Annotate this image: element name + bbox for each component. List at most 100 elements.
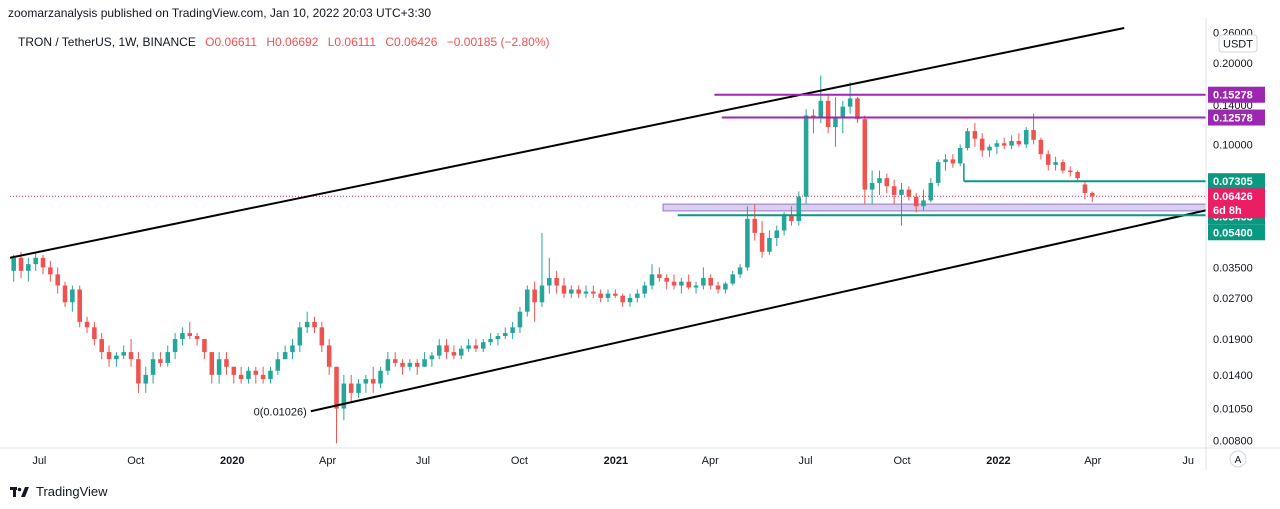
candle-body xyxy=(480,342,486,349)
candle-body xyxy=(1001,143,1007,146)
price-tick-label: 0.00800 xyxy=(1213,435,1253,447)
candle xyxy=(635,289,640,303)
footer: TradingView xyxy=(10,484,108,499)
candle-body xyxy=(1053,162,1058,165)
candle-body xyxy=(275,359,281,371)
candle-body xyxy=(987,146,992,151)
candle-body xyxy=(297,327,303,346)
candle-body xyxy=(1023,130,1029,145)
candle-body xyxy=(561,285,567,294)
price-chart[interactable]: 0(0.01026) 0.260000.200000.140000.100000… xyxy=(0,0,1280,480)
candle xyxy=(194,333,200,346)
candle xyxy=(290,339,295,360)
candle-body xyxy=(150,359,156,375)
candle-body xyxy=(994,143,1000,147)
level-badge: 0.07305 xyxy=(1208,173,1265,190)
candle xyxy=(312,316,317,334)
candle-body xyxy=(928,182,934,201)
candle-body xyxy=(620,295,625,303)
candle-body xyxy=(458,348,464,356)
candle-body xyxy=(715,285,721,290)
candle xyxy=(224,352,229,375)
candle-body xyxy=(884,178,890,187)
candle xyxy=(891,179,897,205)
currency-label: USDT xyxy=(1223,39,1253,51)
candle-body xyxy=(664,277,669,282)
candle-body xyxy=(26,264,31,271)
time-tick-label: 2020 xyxy=(220,455,244,467)
candle-body xyxy=(752,218,758,233)
symbol-name: TRON / TetherUS, 1W, BINANCE xyxy=(18,35,196,49)
candle-body xyxy=(356,383,361,393)
currency-badge[interactable]: USDT xyxy=(1218,34,1258,53)
candle xyxy=(1082,182,1088,200)
low-annotation: 0(0.01026) xyxy=(254,406,307,418)
time-tick-label: 2021 xyxy=(604,455,628,467)
candle xyxy=(488,333,493,346)
candle xyxy=(495,333,501,346)
candle xyxy=(1060,159,1066,174)
candle-body xyxy=(48,267,53,275)
candle xyxy=(1053,156,1058,171)
candle-body xyxy=(1009,140,1014,146)
candle-body xyxy=(444,345,449,353)
candle xyxy=(466,339,471,353)
candle xyxy=(561,277,567,298)
candle-body xyxy=(789,214,794,222)
candle xyxy=(260,366,266,384)
candle xyxy=(701,267,706,290)
level-badge-label: 0.07305 xyxy=(1213,176,1253,188)
current-price-bg xyxy=(1208,188,1265,219)
candle xyxy=(818,75,824,124)
level-badge: 0.15278 xyxy=(1208,86,1265,103)
candle-body xyxy=(1075,172,1080,179)
ohlc-low: L0.06111 xyxy=(328,35,377,49)
candle-body xyxy=(282,352,288,360)
candle xyxy=(833,96,838,147)
level-badge-label: 0.12578 xyxy=(1213,113,1253,125)
candle-body xyxy=(55,274,60,286)
candle-body xyxy=(693,285,699,288)
candle xyxy=(620,293,625,307)
candle xyxy=(136,352,141,393)
candle-body xyxy=(1067,170,1073,173)
candle-body xyxy=(1038,139,1044,155)
candle-body xyxy=(400,362,405,367)
candle xyxy=(950,154,956,168)
candle xyxy=(679,277,684,294)
candle-body xyxy=(319,327,325,346)
candle xyxy=(458,345,464,360)
candle xyxy=(796,191,802,226)
candle-body xyxy=(899,189,904,195)
candle xyxy=(348,374,354,404)
time-tick-label: 2022 xyxy=(986,455,1010,467)
candle-body xyxy=(627,297,633,303)
candle xyxy=(752,204,758,241)
candle xyxy=(664,274,669,290)
candle xyxy=(972,123,978,147)
auto-scale-button[interactable]: A xyxy=(1229,450,1247,468)
candle-body xyxy=(796,196,802,222)
candle-body xyxy=(591,291,596,294)
candle xyxy=(935,159,941,187)
candle-body xyxy=(569,289,574,294)
candle xyxy=(304,311,310,334)
candle-body xyxy=(913,196,919,207)
candle xyxy=(1001,137,1007,150)
candle-body xyxy=(847,98,853,107)
time-tick-label: Apr xyxy=(702,455,719,467)
candle xyxy=(965,128,970,151)
candle-body xyxy=(1082,184,1088,193)
candle-body xyxy=(840,106,846,119)
candle xyxy=(1023,127,1029,148)
level-badge: 0.12578 xyxy=(1208,109,1265,126)
candle xyxy=(216,352,222,384)
candle xyxy=(576,285,581,298)
countdown-label: 6d 8h xyxy=(1213,205,1242,217)
candle-body xyxy=(1060,162,1066,171)
candle xyxy=(957,144,963,167)
candle-body xyxy=(209,352,215,375)
candle xyxy=(759,221,765,258)
candle-body xyxy=(1045,154,1051,165)
candle-body xyxy=(348,383,354,393)
